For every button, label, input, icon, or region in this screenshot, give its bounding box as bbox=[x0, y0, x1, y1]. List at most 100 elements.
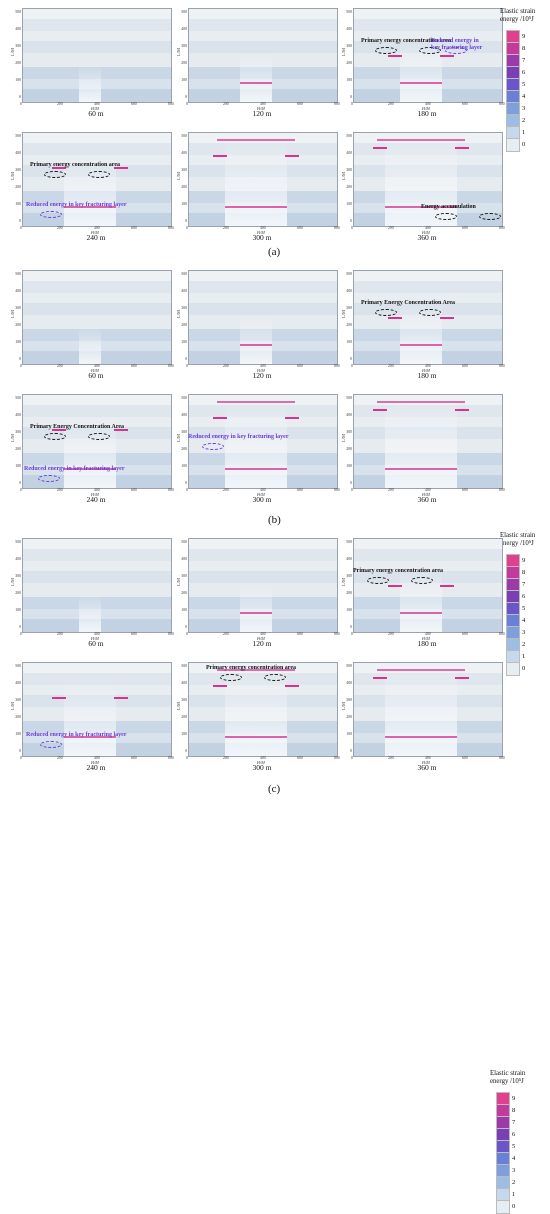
highlight-ellipse bbox=[40, 741, 62, 748]
y-axis-label: L/M bbox=[176, 434, 181, 443]
highlight-ellipse bbox=[44, 171, 66, 178]
energy-seam bbox=[439, 55, 454, 57]
legend-title: Elastic strain bbox=[500, 8, 536, 15]
highlight-ellipse bbox=[445, 47, 467, 54]
y-tick-label: 200 bbox=[15, 447, 21, 451]
x-axis-label: H/M bbox=[422, 230, 430, 235]
group-label: (a) bbox=[268, 246, 281, 258]
energy-seam bbox=[284, 155, 299, 157]
y-tick-label: 300 bbox=[15, 698, 21, 702]
legend-title-unit: energy /10⁵J bbox=[490, 1078, 524, 1085]
x-tick-label: 600 bbox=[131, 364, 137, 368]
x-tick-label: 200 bbox=[223, 488, 229, 492]
highlight-ellipse bbox=[88, 171, 110, 178]
energy-seam bbox=[51, 429, 66, 431]
x-tick-label: 800 bbox=[168, 102, 174, 106]
legend-level-label: 2 bbox=[522, 117, 526, 124]
y-tick-label: 400 bbox=[346, 681, 352, 685]
legend-level-label: 8 bbox=[512, 1107, 516, 1114]
energy-plot bbox=[188, 132, 338, 227]
y-tick-label: 400 bbox=[15, 27, 21, 31]
energy-seam bbox=[224, 206, 287, 208]
y-tick-label: 0 bbox=[19, 481, 21, 485]
x-tick-label: 0 bbox=[186, 364, 188, 368]
y-tick-label: 0 bbox=[185, 357, 187, 361]
y-tick-label: 100 bbox=[15, 608, 21, 612]
y-tick-label: 100 bbox=[181, 464, 187, 468]
y-tick-label: 400 bbox=[346, 557, 352, 561]
x-tick-label: 400 bbox=[425, 756, 431, 760]
simulation-panel: L/M 500 400 300 200 100 0 0 200 400 600 800 H/M 360 m… bbox=[341, 132, 505, 249]
energy-plot bbox=[353, 538, 503, 633]
stratum-band bbox=[23, 41, 171, 53]
legend-level-label: 8 bbox=[522, 569, 526, 576]
simulation-panel: L/M 500 400 300 200 100 0 0 200 400 600 800 H/M 60 m bbox=[10, 538, 174, 655]
y-tick-label: 200 bbox=[181, 447, 187, 451]
x-tick-label: 0 bbox=[351, 632, 353, 636]
x-axis-label: H/M bbox=[422, 368, 430, 373]
annotation-energy-concentration: Primary energy concentration area bbox=[206, 665, 297, 671]
y-tick-label: 200 bbox=[346, 591, 352, 595]
energy-seam bbox=[376, 669, 465, 671]
y-tick-label: 100 bbox=[181, 202, 187, 206]
advance-distance-label: 360 m bbox=[417, 495, 437, 504]
energy-seam bbox=[239, 344, 272, 346]
energy-plot bbox=[188, 394, 338, 489]
y-tick-label: 300 bbox=[15, 168, 21, 172]
legend-title: Elastic strain bbox=[490, 1070, 526, 1077]
y-tick-label: 500 bbox=[181, 540, 187, 544]
y-tick-label: 100 bbox=[346, 340, 352, 344]
energy-seam bbox=[376, 401, 465, 403]
x-tick-label: 0 bbox=[20, 102, 22, 106]
x-tick-label: 800 bbox=[168, 226, 174, 230]
energy-seam bbox=[387, 317, 402, 319]
x-tick-label: 200 bbox=[223, 756, 229, 760]
x-tick-label: 0 bbox=[20, 488, 22, 492]
y-tick-label: 300 bbox=[181, 430, 187, 434]
energy-plot bbox=[353, 8, 503, 103]
x-axis-label: H/M bbox=[422, 760, 430, 765]
stratum-band bbox=[189, 271, 337, 281]
x-tick-label: 600 bbox=[462, 226, 468, 230]
x-tick-label: 600 bbox=[297, 102, 303, 106]
x-axis-label: H/M bbox=[422, 106, 430, 111]
x-tick-label: 400 bbox=[260, 756, 266, 760]
y-tick-label: 0 bbox=[19, 357, 21, 361]
x-tick-label: 400 bbox=[425, 488, 431, 492]
x-tick-label: 400 bbox=[425, 364, 431, 368]
goaf-zone bbox=[239, 315, 272, 364]
energy-seam bbox=[113, 697, 128, 699]
y-axis-label: L/M bbox=[10, 578, 15, 587]
y-tick-label: 100 bbox=[346, 464, 352, 468]
simulation-panel: L/M 500 400 300 200 100 0 0 200 400 600 800 H/M 240 m… bbox=[10, 662, 174, 779]
y-axis-label: L/M bbox=[176, 578, 181, 587]
legend-level-label: 2 bbox=[512, 1179, 516, 1186]
advance-distance-label: 300 m bbox=[252, 233, 272, 242]
legend-level-label: 7 bbox=[522, 57, 526, 64]
color-legend: Elastic strain energy /10⁵J 9 8 7 6 5 4 3 2 1 0 bbox=[490, 1070, 538, 1214]
energy-seam bbox=[387, 55, 402, 57]
y-tick-label: 0 bbox=[185, 625, 187, 629]
x-axis-label: H/M bbox=[91, 492, 99, 497]
simulation-panel: L/M 500 400 300 200 100 0 0 200 400 600 800 H/M 60 m bbox=[10, 8, 174, 125]
advance-distance-label: 180 m bbox=[417, 371, 437, 380]
advance-distance-label: 180 m bbox=[417, 109, 437, 118]
y-tick-label: 300 bbox=[15, 430, 21, 434]
stratum-band bbox=[23, 303, 171, 315]
x-tick-label: 800 bbox=[499, 226, 505, 230]
y-tick-label: 300 bbox=[15, 306, 21, 310]
stratum-band bbox=[189, 539, 337, 549]
x-tick-label: 200 bbox=[388, 226, 394, 230]
energy-plot bbox=[22, 394, 172, 489]
x-tick-label: 0 bbox=[186, 226, 188, 230]
stratum-band bbox=[23, 281, 171, 293]
y-tick-label: 200 bbox=[15, 61, 21, 65]
stratum-band bbox=[354, 561, 502, 571]
y-tick-label: 500 bbox=[181, 396, 187, 400]
highlight-ellipse bbox=[202, 443, 224, 450]
advance-distance-label: 240 m bbox=[86, 495, 106, 504]
x-tick-label: 800 bbox=[168, 632, 174, 636]
energy-seam bbox=[439, 317, 454, 319]
x-tick-label: 200 bbox=[223, 226, 229, 230]
x-tick-label: 200 bbox=[223, 632, 229, 636]
